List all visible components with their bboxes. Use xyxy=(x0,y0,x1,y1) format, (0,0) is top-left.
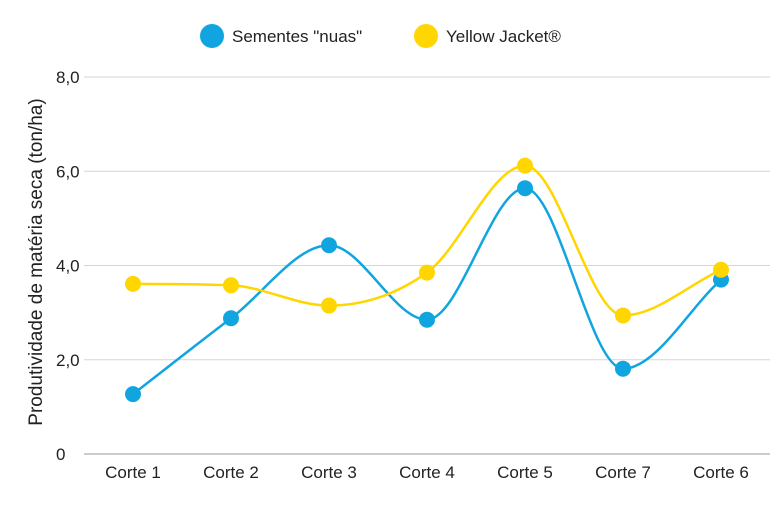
data-point xyxy=(615,307,631,324)
data-point xyxy=(713,261,729,278)
x-axis-ticks: Corte 1 Corte 2 Corte 3 Corte 4 Corte 5 Corte… xyxy=(105,463,749,482)
y-tick-label: 0 xyxy=(56,445,65,464)
data-point xyxy=(125,275,141,292)
x-tick-label: Corte 4 xyxy=(399,463,455,482)
data-point xyxy=(321,237,337,254)
data-point xyxy=(419,311,435,328)
data-point xyxy=(125,386,141,403)
x-tick-label: Corte 2 xyxy=(203,463,259,482)
legend-label: Sementes "nuas" xyxy=(232,27,362,46)
x-tick-label: Corte 6 xyxy=(693,463,749,482)
y-axis-ticks: 0 2,0 4,0 6,0 8,0 xyxy=(56,68,80,464)
series-line xyxy=(132,186,722,396)
x-tick-label: Corte 3 xyxy=(301,463,357,482)
x-tick-label: Corte 7 xyxy=(595,463,651,482)
legend-marker xyxy=(414,24,438,48)
legend-marker xyxy=(200,24,224,48)
data-point xyxy=(517,157,533,174)
legend-label: Yellow Jacket® xyxy=(446,27,561,46)
data-point xyxy=(517,180,533,197)
y-axis-title: Produtividade de matéria seca (ton/ha) xyxy=(26,98,47,425)
y-tick-label: 2,0 xyxy=(56,351,80,370)
data-point xyxy=(615,360,631,377)
y-tick-label: 8,0 xyxy=(56,68,80,87)
legend: Sementes "nuas" Yellow Jacket® xyxy=(200,24,561,48)
x-tick-label: Corte 5 xyxy=(497,463,553,482)
y-tick-label: 6,0 xyxy=(56,162,80,181)
data-point xyxy=(419,264,435,281)
series-line xyxy=(132,164,722,317)
x-tick-label: Corte 1 xyxy=(105,463,161,482)
y-tick-label: 4,0 xyxy=(56,257,80,276)
data-point xyxy=(321,297,337,314)
data-point xyxy=(223,310,239,327)
data-point xyxy=(223,277,239,294)
series-group xyxy=(125,157,729,403)
